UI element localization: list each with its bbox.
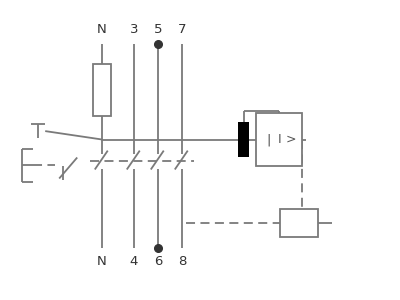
Bar <box>238 122 249 157</box>
Text: I: I <box>278 133 282 146</box>
Text: 6: 6 <box>154 255 162 268</box>
Bar <box>256 113 302 166</box>
Bar <box>280 208 318 237</box>
Bar <box>93 64 111 116</box>
Text: 3: 3 <box>130 23 138 36</box>
Text: N: N <box>97 23 107 36</box>
Text: 4: 4 <box>130 255 138 268</box>
Text: 5: 5 <box>154 23 162 36</box>
Text: >: > <box>286 133 296 146</box>
Text: 7: 7 <box>178 23 186 36</box>
Text: 8: 8 <box>178 255 186 268</box>
Text: |: | <box>267 133 271 146</box>
Text: N: N <box>97 255 107 268</box>
